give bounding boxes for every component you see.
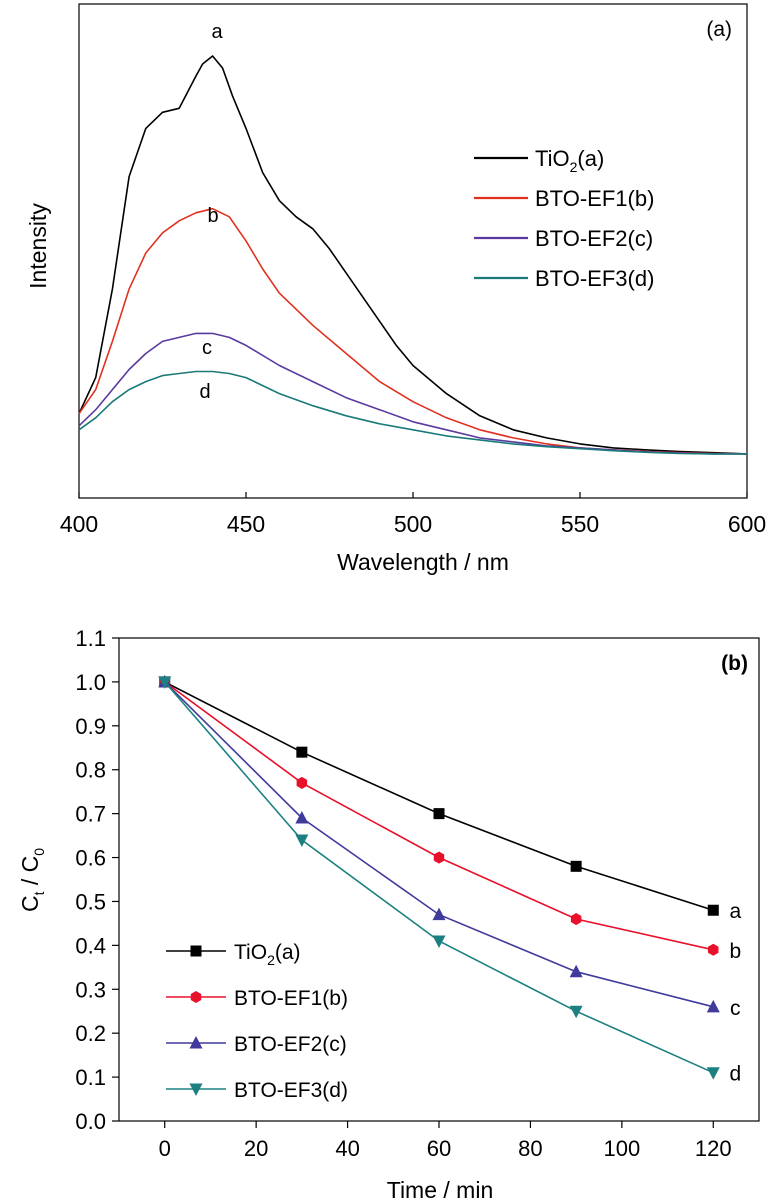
panel-b-x-tick-label: 0 — [159, 1136, 171, 1161]
panel-a-curve-label-a: a — [211, 21, 223, 43]
panel-b-end-label-c: c — [730, 997, 741, 1020]
panel-b-point-d — [569, 1005, 583, 1019]
panel-b-point-d — [432, 935, 446, 948]
panel-a-curve-d — [78, 370, 747, 455]
panel-b-y-tick-label: 0.0 — [75, 1109, 106, 1134]
panel-a-x-tick-label: 400 — [60, 511, 98, 537]
panel-b-y-tick-label: 0.2 — [75, 1021, 106, 1046]
panel-a-curve-a — [78, 55, 748, 455]
panel-b-y-tick-label: 0.5 — [75, 889, 106, 914]
panel-b-end-label-b: b — [729, 940, 741, 963]
panel-a-curve-label-b: b — [207, 205, 218, 227]
panel-b-plot-frame — [118, 637, 760, 1122]
panel-a-y-axis-title: Intensity — [25, 203, 51, 289]
panel-b-end-label-a: a — [729, 900, 741, 923]
panel-b-legend-label-b: BTO-EF1(b) — [234, 987, 348, 1010]
y-title-c: C — [17, 895, 43, 912]
panel-a-legend: TiO2(a) BTO-EF1(b) BTO-EF2(c) BTO-EF3(d) — [474, 146, 654, 291]
y-title-sub-0: 0 — [31, 848, 47, 856]
panel-b-point-d — [295, 834, 309, 847]
panel-a-x-tick-label: 500 — [394, 511, 432, 537]
panel-b-y-ticks: 0.0 0.1 0.2 0.3 0.4 0.5 0.6 0.7 0.8 0.9 1.0 1.1 — [75, 626, 119, 1134]
panel-b-x-axis-title: Time / min — [387, 1177, 494, 1203]
panel-a-curves — [78, 55, 748, 455]
panel-a-x-ticks: 400 450 500 550 600 — [60, 492, 766, 537]
panel-b-x-tick-label: 120 — [695, 1136, 732, 1161]
panel-b-series — [158, 674, 720, 1080]
panel-b-y-tick-label: 0.7 — [75, 802, 106, 827]
panel-a-curve-label-c: c — [202, 337, 212, 359]
panel-b-x-tick-label: 20 — [244, 1136, 268, 1161]
panel-b-y-tick-label: 0.6 — [75, 846, 106, 871]
panel-a-curve-label-d: d — [199, 381, 210, 403]
panel-a-x-axis-title: Wavelength / nm — [337, 549, 509, 575]
y-title-sub-t: t — [31, 891, 47, 895]
panel-b-point-a — [707, 904, 719, 916]
panel-b-y-tick-label: 0.8 — [75, 758, 106, 783]
panel-a-legend-label-d: BTO-EF3(d) — [535, 266, 654, 291]
panel-a-curve-c — [78, 332, 747, 455]
panel-a-curve-labels: a b cd — [199, 21, 223, 403]
panel-a-x-tick-label: 550 — [561, 511, 599, 537]
panel-b-y-tick-label: 0.1 — [75, 1065, 106, 1090]
panel-b-point-d — [158, 676, 172, 689]
panel-b-point-b — [708, 943, 719, 956]
panel-b-y-tick-label: 0.3 — [75, 977, 106, 1002]
panel-a-x-tick-label: 600 — [728, 511, 766, 537]
panel-a-legend-label-b: BTO-EF1(b) — [535, 186, 654, 211]
panel-b-degradation-chart: 0 20 40 60 80 100 120 0.0 0.1 0.2 0.3 0.4 0.5 0.6 0.7… — [17, 626, 760, 1203]
panel-b-legend-marker-d — [189, 1083, 203, 1096]
panel-b-point-b — [296, 776, 308, 789]
panel-b-y-tick-label: 0.9 — [75, 714, 106, 739]
panel-b-legend-marker-c — [189, 1036, 203, 1049]
panel-b-legend-label-a: TiO2(a) — [234, 941, 301, 968]
panel-a-x-tick-label: 450 — [227, 511, 265, 537]
panel-a-spectrum-chart: 400 450 500 550 600 a b cd TiO2(a) BTO-EF1(b) BT… — [25, 3, 766, 575]
panel-a-legend-label-a: TiO2(a) — [535, 146, 604, 175]
panel-b-label: (b) — [721, 652, 748, 675]
panel-b-point-c — [706, 999, 720, 1013]
panel-b-end-label-d: d — [729, 1063, 741, 1086]
panel-b-line-a — [164, 681, 714, 911]
panel-b-point-c — [432, 907, 446, 921]
panel-b-legend-label-d: BTO-EF3(d) — [234, 1079, 348, 1102]
panel-b-legend-marker-b — [190, 991, 202, 1003]
panel-b-end-labels: ab c d — [729, 900, 741, 1085]
panel-b-x-tick-label: 40 — [335, 1136, 359, 1161]
panel-a-plot-frame — [78, 3, 748, 499]
panel-b-line-d — [164, 681, 714, 1074]
panel-b-x-ticks: 0 20 40 60 80 100 120 — [159, 1121, 732, 1161]
panel-b-point-c — [295, 811, 309, 824]
panel-b-x-tick-label: 60 — [427, 1136, 451, 1161]
panel-b-y-tick-label: 1.1 — [75, 626, 106, 651]
panel-b-point-a — [296, 746, 308, 758]
panel-b-y-tick-label: 1.0 — [75, 670, 106, 695]
panel-b-x-tick-label: 80 — [518, 1136, 542, 1161]
y-title-separator: / C — [17, 856, 43, 892]
panel-a-legend-label-c: BTO-EF2(c) — [535, 226, 653, 251]
panel-b-y-tick-label: 0.4 — [75, 933, 106, 958]
panel-b-legend-label-c: BTO-EF2(c) — [234, 1033, 347, 1056]
panel-a-label: (a) — [706, 18, 732, 41]
panel-b-point-b — [570, 913, 582, 926]
panel-b-point-b — [433, 851, 445, 864]
panel-b-point-c — [569, 964, 583, 978]
panel-b-point-d — [706, 1067, 720, 1080]
panel-b-point-a — [570, 860, 582, 872]
panel-b-x-tick-label: 100 — [603, 1136, 640, 1161]
panel-b-y-axis-title: Ct / C0 — [17, 848, 47, 912]
panel-b-legend: TiO2(a) BTO-EF1(b) BTO-EF2(c) BTO-EF3(d) — [166, 941, 348, 1102]
panel-b-legend-marker-a — [190, 945, 202, 957]
panel-b-point-a — [433, 808, 445, 820]
